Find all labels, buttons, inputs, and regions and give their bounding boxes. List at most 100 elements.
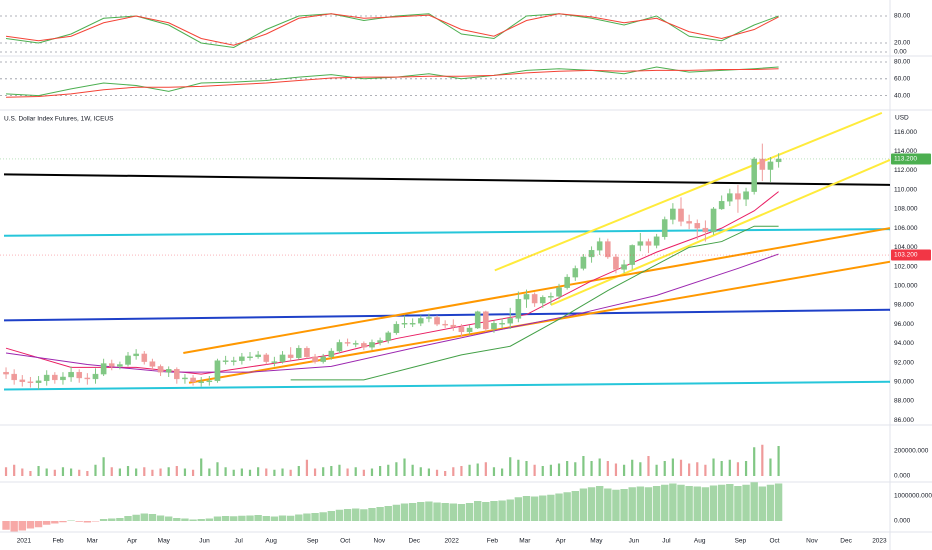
candle-body: [385, 332, 392, 341]
overlay-line: [3, 173, 890, 186]
bar: [744, 461, 748, 476]
bar: [216, 462, 219, 476]
x-tick-label: Aug: [694, 538, 706, 545]
bar: [175, 466, 178, 476]
bar: [10, 521, 18, 532]
chart-title: U.S. Dollar Index Futures, 1W, ICEUS: [4, 116, 114, 123]
candle-body: [19, 379, 26, 382]
bar: [305, 459, 309, 476]
bar: [191, 469, 195, 476]
bar: [143, 467, 146, 476]
x-tick-label: Dec: [408, 538, 420, 545]
bar: [774, 483, 783, 521]
bar: [484, 462, 487, 476]
overlay-line: [290, 225, 779, 381]
candle-body: [515, 298, 522, 319]
candle-body: [279, 354, 286, 362]
bar: [338, 464, 341, 476]
candle-body: [718, 201, 725, 210]
x-tick-label: Aug: [265, 538, 277, 545]
bar: [425, 501, 433, 521]
candle-body: [572, 268, 579, 278]
bar: [181, 518, 189, 521]
bar: [671, 458, 674, 476]
bar: [636, 486, 645, 521]
x-tick-label: Oct: [340, 538, 350, 545]
bar: [652, 486, 661, 521]
candle-body: [580, 256, 587, 269]
bar: [688, 463, 691, 476]
candle-body: [613, 256, 619, 270]
bar: [465, 503, 474, 521]
candle-body: [556, 287, 562, 297]
bar: [498, 500, 506, 521]
candle-body: [174, 369, 180, 380]
bar: [761, 444, 764, 476]
candle-body: [694, 223, 701, 229]
x-tick-label: Sep: [307, 538, 319, 545]
bar: [254, 515, 262, 521]
candle-body: [206, 380, 213, 383]
bar: [278, 515, 287, 521]
y-tick-label: 92.000: [894, 359, 914, 366]
candle-body: [653, 236, 660, 246]
bar: [132, 514, 140, 521]
bar: [140, 513, 148, 521]
bar: [29, 471, 32, 476]
bar: [53, 469, 56, 476]
bar: [335, 509, 344, 521]
candle-body: [458, 326, 465, 333]
candle-body: [417, 318, 424, 324]
bar: [460, 466, 463, 476]
candle-body: [661, 219, 668, 237]
bar: [693, 486, 701, 521]
bar: [549, 464, 552, 476]
bar: [590, 461, 593, 476]
y-tick-label: 90.000: [894, 379, 914, 386]
bar: [517, 459, 520, 476]
candle-body: [165, 369, 172, 373]
bar: [69, 468, 73, 476]
bar: [379, 466, 382, 476]
bar: [352, 508, 360, 521]
bar: [417, 502, 425, 521]
price-axis-unit: USD: [895, 115, 909, 122]
candle-body: [702, 227, 709, 233]
y-tick-label: 0.000: [894, 473, 911, 480]
bar: [238, 515, 246, 521]
candle-body: [605, 241, 611, 258]
candle-body: [108, 363, 115, 367]
x-tick-label: May: [158, 538, 171, 545]
bar: [395, 462, 398, 476]
candle-body: [539, 297, 546, 304]
bar: [720, 461, 723, 476]
bar: [313, 468, 317, 476]
bar: [734, 486, 742, 521]
bar: [449, 503, 458, 521]
bar: [368, 508, 376, 521]
candle-body: [588, 250, 595, 258]
x-tick-label: Mar: [519, 538, 531, 545]
x-tick-label: 2022: [444, 538, 459, 545]
candle-body: [743, 191, 749, 200]
x-tick-label: Jun: [629, 538, 640, 545]
x-tick-label: Feb: [52, 538, 64, 545]
candle-body: [491, 323, 497, 330]
y-tick-label: 98.000: [894, 302, 914, 309]
candle-body: [344, 342, 351, 344]
price-label-box: [891, 249, 931, 261]
bar: [262, 516, 270, 521]
bar: [750, 482, 758, 521]
candle-body: [645, 241, 652, 246]
y-tick-label: 94.000: [894, 340, 914, 347]
indicator-line: [6, 68, 779, 98]
bar: [322, 467, 325, 476]
bar: [45, 468, 48, 476]
bar: [419, 467, 422, 476]
bar: [230, 516, 238, 521]
bar: [530, 496, 539, 521]
candle-body: [426, 317, 432, 319]
bar: [514, 497, 523, 521]
y-tick-label: 116.000: [894, 129, 917, 136]
